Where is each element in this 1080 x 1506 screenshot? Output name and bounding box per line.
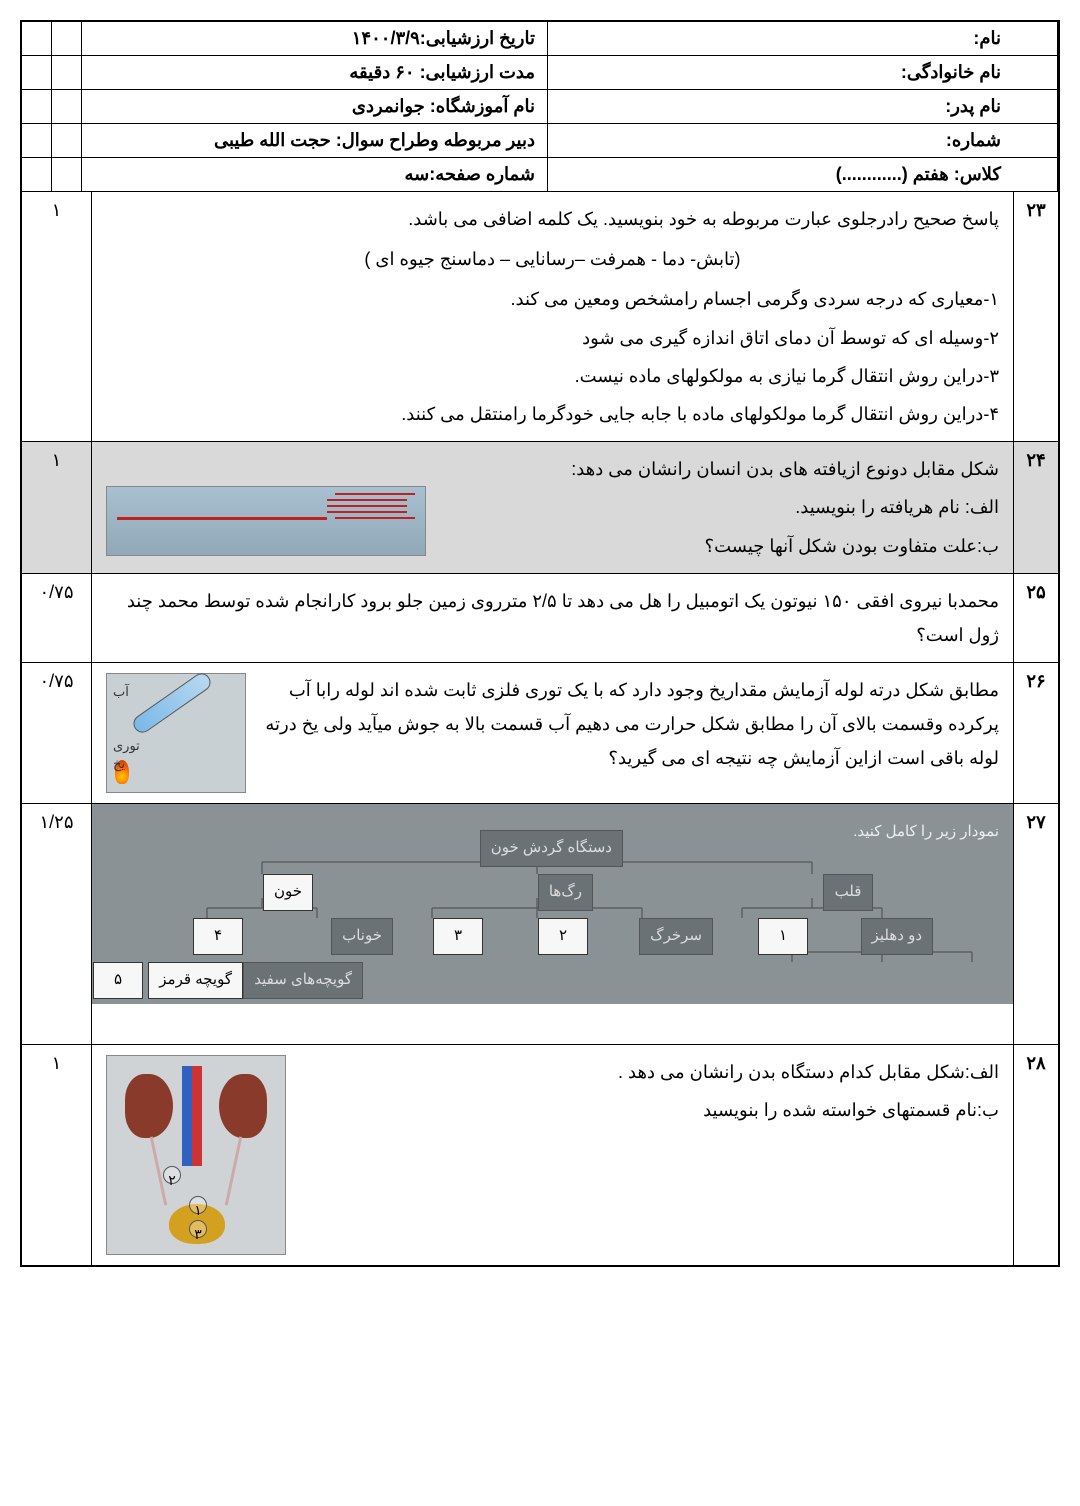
header-row-3: نام پدر: نام آموزشگاه: جوانمردی bbox=[22, 90, 1058, 124]
node-blood: خون bbox=[263, 874, 313, 911]
node-atria: دو دهلیز bbox=[861, 918, 933, 955]
q24-content: شکل مقابل دونوع ازیافته های بدن انسان را… bbox=[92, 442, 1013, 573]
test-tube-image: آب توری یخ bbox=[106, 673, 246, 793]
q25-number: ۲۵ bbox=[1013, 574, 1058, 662]
page-label: شماره صفحه:سه bbox=[82, 158, 547, 191]
kidney-image: ۱ ۲ ۳ bbox=[106, 1055, 286, 1255]
header-row-4: شماره: دبیر مربوطه وطراح سوال: حجت الله … bbox=[22, 124, 1058, 158]
node-plasma: خوناب bbox=[331, 918, 393, 955]
q23-content: پاسخ صحیح رادرجلوی عبارت مربوطه به خود ب… bbox=[92, 192, 1013, 441]
question-26: ۲۶ مطابق شکل درته لوله آزمایش مقداریخ وج… bbox=[22, 663, 1058, 804]
water-label: آب bbox=[113, 680, 129, 705]
header-row-2: نام خانوادگی: مدت ارزشیابی: ۶۰ دقیقه bbox=[22, 56, 1058, 90]
node-vessels: رگ‌ها bbox=[538, 874, 593, 911]
node-rbc: گویچه قرمز bbox=[148, 962, 243, 999]
q28-content: الف:شکل مقابل کدام دستگاه بدن رانشان می … bbox=[92, 1045, 1013, 1265]
teacher-label: دبیر مربوطه وطراح سوال: حجت الله طیبی bbox=[82, 124, 547, 157]
class-label: کلاس: هفتم (............) bbox=[547, 158, 1013, 191]
q23-item-1: ۱-معیاری که درجه سردی وگرمی اجسام رامشخص… bbox=[106, 282, 999, 316]
node-artery: سرخرگ bbox=[639, 918, 713, 955]
ice-label: یخ bbox=[113, 752, 125, 777]
exam-page: نام: تاریخ ارزشیابی:۱۴۰۰/۳/۹ نام خانوادگ… bbox=[20, 20, 1060, 1267]
kidney-label-2: ۲ bbox=[163, 1166, 181, 1184]
question-23: ۲۳ پاسخ صحیح رادرجلوی عبارت مربوطه به خو… bbox=[22, 192, 1058, 442]
question-27: ۲۷ نمودار زیر را کامل کنید. bbox=[22, 804, 1058, 1045]
q24-number: ۲۴ bbox=[1013, 442, 1058, 573]
q24-stem: شکل مقابل دونوع ازیافته های بدن انسان را… bbox=[106, 452, 999, 486]
q23-item-3: ۳-دراین روش انتقال گرما نیازی به مولکوله… bbox=[106, 359, 999, 393]
node-blank-2: ۲ bbox=[538, 918, 588, 955]
question-25: ۲۵ محمدبا نیروی افقی ۱۵۰ نیوتون یک اتومب… bbox=[22, 574, 1058, 663]
q24-part-b: ب:علت متفاوت بودن شکل آنها چیست؟ bbox=[438, 529, 999, 563]
q27-content: نمودار زیر را کامل کنید. bbox=[92, 804, 1013, 1044]
kidney-label-3: ۳ bbox=[189, 1220, 207, 1238]
name-label: نام: bbox=[547, 22, 1013, 55]
node-blank-5: ۵ bbox=[93, 962, 143, 999]
q25-content: محمدبا نیروی افقی ۱۵۰ نیوتون یک اتومبیل … bbox=[92, 574, 1013, 662]
node-blank-1: ۱ bbox=[758, 918, 808, 955]
node-wbc: گویچه‌های سفید bbox=[243, 962, 363, 999]
q23-number: ۲۳ bbox=[1013, 192, 1058, 441]
date-label: تاریخ ارزشیابی:۱۴۰۰/۳/۹ bbox=[82, 22, 547, 55]
question-28: ۲۸ الف:شکل مقابل کدام دستگاه بدن رانشان … bbox=[22, 1045, 1058, 1265]
father-label: نام پدر: bbox=[547, 90, 1013, 123]
q25-score: ۰/۷۵ bbox=[22, 574, 92, 662]
q23-stem: پاسخ صحیح رادرجلوی عبارت مربوطه به خود ب… bbox=[106, 202, 999, 236]
q26-text: مطابق شکل درته لوله آزمایش مقداریخ وجود … bbox=[258, 673, 999, 776]
family-label: نام خانوادگی: bbox=[547, 56, 1013, 89]
header-row-5: کلاس: هفتم (............) شماره صفحه:سه bbox=[22, 158, 1058, 192]
node-blank-4: ۴ bbox=[193, 918, 243, 955]
flowchart: نمودار زیر را کامل کنید. bbox=[92, 804, 1013, 1004]
q23-item-2: ۲-وسیله ای که توسط آن دمای اتاق اندازه گ… bbox=[106, 321, 999, 355]
q27-score: ۱/۲۵ bbox=[22, 804, 92, 1044]
q23-item-4: ۴-دراین روش انتقال گرما مولکولهای ماده ب… bbox=[106, 397, 999, 431]
node-root: دستگاه گردش خون bbox=[480, 830, 623, 867]
q26-number: ۲۶ bbox=[1013, 663, 1058, 803]
q26-content: مطابق شکل درته لوله آزمایش مقداریخ وجود … bbox=[92, 663, 1013, 803]
header-row-1: نام: تاریخ ارزشیابی:۱۴۰۰/۳/۹ bbox=[22, 22, 1058, 56]
q23-score: ۱ bbox=[22, 192, 92, 441]
question-24: ۲۴ شکل مقابل دونوع ازیافته های بدن انسان… bbox=[22, 442, 1058, 574]
q27-number: ۲۷ bbox=[1013, 804, 1058, 1044]
neuron-image bbox=[106, 486, 426, 556]
node-blank-3: ۳ bbox=[433, 918, 483, 955]
school-label: نام آموزشگاه: جوانمردی bbox=[82, 90, 547, 123]
duration-label: مدت ارزشیابی: ۶۰ دقیقه bbox=[82, 56, 547, 89]
q28-part-b: ب:نام قسمتهای خواسته شده را بنویسید bbox=[298, 1093, 999, 1127]
q28-number: ۲۸ bbox=[1013, 1045, 1058, 1265]
number-label: شماره: bbox=[547, 124, 1013, 157]
q28-score: ۱ bbox=[22, 1045, 92, 1265]
node-heart: قلب bbox=[823, 874, 873, 911]
q23-options: (تابش- دما - همرفت –رسانایی – دماسنج جیو… bbox=[106, 242, 999, 276]
kidney-label-1: ۱ bbox=[189, 1196, 207, 1214]
q26-score: ۰/۷۵ bbox=[22, 663, 92, 803]
q24-score: ۱ bbox=[22, 442, 92, 573]
q24-part-a: الف: نام هریافته را بنویسید. bbox=[438, 490, 999, 524]
q28-part-a: الف:شکل مقابل کدام دستگاه بدن رانشان می … bbox=[298, 1055, 999, 1089]
